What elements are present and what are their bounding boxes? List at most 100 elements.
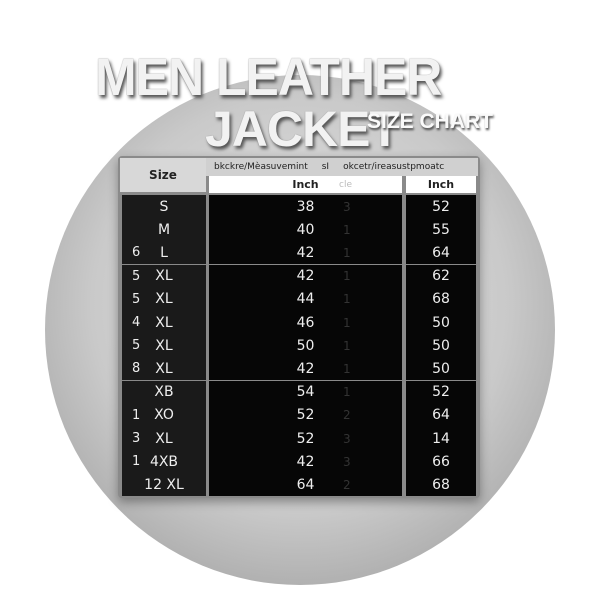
title-line-2: JACKET — [205, 101, 400, 157]
value-1: 64 — [296, 476, 315, 493]
mid-value: 1 — [343, 245, 351, 260]
size-cell: 4 XL — [122, 311, 206, 334]
value-1: 44 — [296, 291, 315, 308]
measurement-cell-1: 50 1 — [209, 334, 402, 358]
group-header-mid: sI — [321, 162, 330, 172]
measurement-cell-1: 52 3 — [209, 427, 402, 450]
size-label: S — [159, 198, 169, 215]
size-cell: 8 XL — [122, 357, 206, 381]
table-row: 8 XL 42 1 50 — [120, 357, 478, 381]
measurement-cell-1: 42 1 — [209, 264, 402, 288]
value-1: 42 — [296, 453, 315, 470]
measurement-cell-1: 44 1 — [209, 287, 402, 311]
size-label: 12 XL — [144, 476, 184, 493]
table-row: 3 XL 52 3 14 — [120, 427, 478, 450]
mid-value: 1 — [343, 292, 351, 307]
mid-value: 1 — [343, 269, 351, 284]
value-1: 54 — [296, 384, 315, 401]
size-chart-table: Size bkckre/Mèasuvemint sI okcetr/ireasu… — [118, 156, 480, 498]
subtitle: SIZE CHART — [367, 110, 493, 133]
size-label: XL — [155, 337, 173, 354]
table-row: 5 XL 42 1 62 — [120, 264, 478, 288]
row-number: 5 — [132, 338, 141, 354]
measurement-cell-1: 42 1 — [209, 241, 402, 265]
row-number: 1 — [132, 407, 141, 423]
measurement-cell-2: 66 — [406, 450, 476, 474]
table-row: 1 XO 52 2 64 — [120, 403, 478, 427]
measurement-cell-2: 50 — [406, 311, 476, 334]
value-1: 42 — [296, 360, 315, 377]
measurement-cell-1: 38 3 — [209, 195, 402, 218]
size-label: L — [160, 244, 168, 261]
value-1: 40 — [296, 221, 315, 238]
value-1: 46 — [296, 314, 315, 331]
table-row: XB 54 1 52 — [120, 380, 478, 404]
value-1: 38 — [296, 198, 315, 215]
measurement-cell-1: 40 1 — [209, 218, 402, 242]
size-cell: 12 XL — [122, 473, 206, 497]
size-label: XL — [155, 268, 173, 285]
mid-value: 1 — [343, 315, 351, 330]
group-header-2: okcetr/ireasustpmoatc — [343, 162, 445, 172]
size-label: 4XB — [149, 453, 179, 470]
row-number: 4 — [132, 315, 141, 330]
unit-header-2: Inch — [406, 176, 476, 193]
unit-header-1: Inch cle — [209, 176, 402, 193]
size-label: XL — [155, 360, 173, 377]
table-row: 12 XL 64 2 68 — [120, 473, 478, 497]
measurement-cell-2: 52 — [406, 195, 476, 218]
value-1: 52 — [296, 407, 315, 424]
table-row: 5 XL 50 1 50 — [120, 334, 478, 358]
size-cell: 1 4XB — [122, 450, 206, 474]
table-row: 5 XL 44 1 68 — [120, 287, 478, 311]
size-cell: S — [122, 195, 206, 218]
size-cell: 5 XL — [122, 287, 206, 311]
size-cell: 5 XL — [122, 264, 206, 288]
mid-value: 1 — [343, 361, 351, 376]
table-row: S 38 3 52 — [120, 195, 478, 218]
measurement-cell-1: 42 1 — [209, 357, 402, 381]
measurement-cell-2: 50 — [406, 334, 476, 358]
measurement-cell-1: 52 2 — [209, 403, 402, 427]
value-1: 52 — [296, 430, 315, 447]
size-cell: 5 XL — [122, 334, 206, 358]
mid-value: 1 — [343, 338, 351, 353]
mid-value: 3 — [343, 454, 351, 469]
size-label: XB — [154, 384, 174, 401]
measurement-cell-2: 14 — [406, 427, 476, 450]
size-label: M — [157, 221, 171, 238]
value-1: 42 — [296, 268, 315, 285]
measurement-cell-2: 64 — [406, 241, 476, 265]
row-number: 1 — [132, 454, 141, 470]
measurement-cell-1: 42 3 — [209, 450, 402, 474]
mid-value: 1 — [343, 222, 351, 237]
size-label: XL — [155, 314, 173, 331]
measurement-cell-2: 64 — [406, 403, 476, 427]
measurement-cell-1: 46 1 — [209, 311, 402, 334]
size-cell: M — [122, 218, 206, 242]
row-number: 5 — [132, 268, 141, 284]
title-line-1: MEN LEATHER — [95, 47, 442, 107]
row-number: 5 — [132, 291, 141, 307]
mid-value: 2 — [343, 408, 351, 423]
row-number: 6 — [132, 245, 141, 261]
size-label: XL — [155, 291, 173, 308]
size-cell: 1 XO — [122, 403, 206, 427]
size-cell: XB — [122, 380, 206, 404]
table-row: 4 XL 46 1 50 — [120, 311, 478, 334]
table-row: 1 4XB 42 3 66 — [120, 450, 478, 474]
row-number: 8 — [132, 361, 141, 377]
measurement-cell-1: 54 1 — [209, 380, 402, 404]
measurement-cell-2: 68 — [406, 287, 476, 311]
mid-value: 3 — [343, 431, 351, 446]
size-label: XO — [154, 407, 174, 424]
measurement-cell-2: 52 — [406, 380, 476, 404]
row-number: 3 — [132, 431, 141, 446]
measurement-cell-2: 50 — [406, 357, 476, 381]
value-1: 42 — [296, 244, 315, 261]
size-cell: 3 XL — [122, 427, 206, 450]
mid-value: 1 — [343, 385, 351, 400]
size-header: Size — [120, 158, 206, 192]
